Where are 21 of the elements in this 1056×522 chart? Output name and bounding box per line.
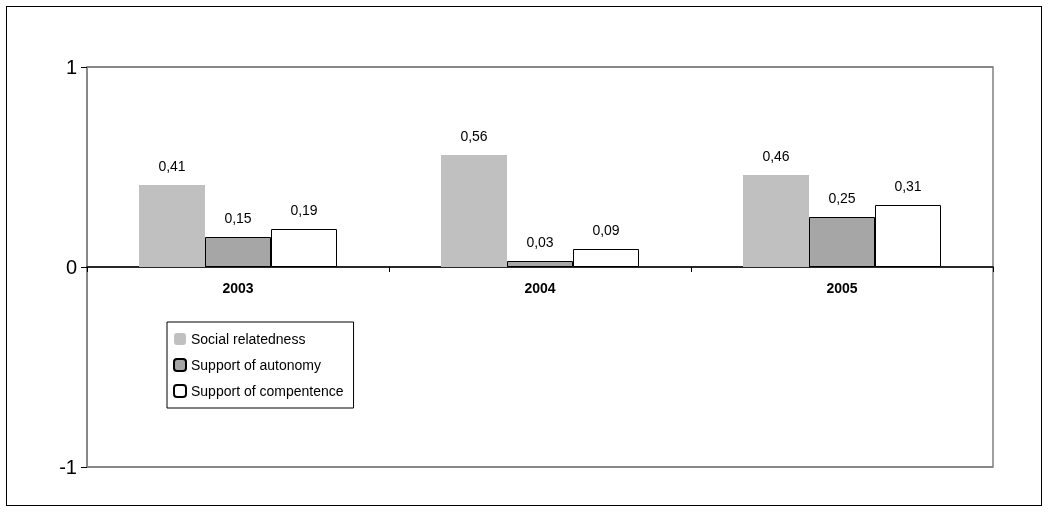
x-tick-label: 2005 [826, 280, 858, 296]
data-label: 0,19 [290, 202, 318, 218]
data-label: 0,25 [828, 190, 856, 206]
bar [743, 175, 809, 267]
data-label: 0,15 [224, 210, 252, 226]
y-tick-label: 1 [65, 56, 77, 78]
x-tick-label: 2003 [222, 280, 254, 296]
y-tick-label: 0 [65, 256, 77, 278]
legend-label: Support of autonomy [191, 357, 321, 373]
bar [441, 155, 507, 267]
data-label: 0,41 [158, 158, 186, 174]
data-label: 0,09 [592, 222, 620, 238]
x-tick-label: 2004 [524, 280, 556, 296]
data-label: 0,46 [762, 148, 790, 164]
legend-label: Social relatedness [191, 331, 306, 347]
data-label: 0,56 [460, 128, 488, 144]
data-label: 0,31 [894, 178, 922, 194]
y-tick-label: -1 [59, 456, 77, 478]
bar [139, 185, 205, 267]
legend-label: Support of compentence [191, 383, 344, 399]
data-label: 0,03 [526, 234, 554, 250]
